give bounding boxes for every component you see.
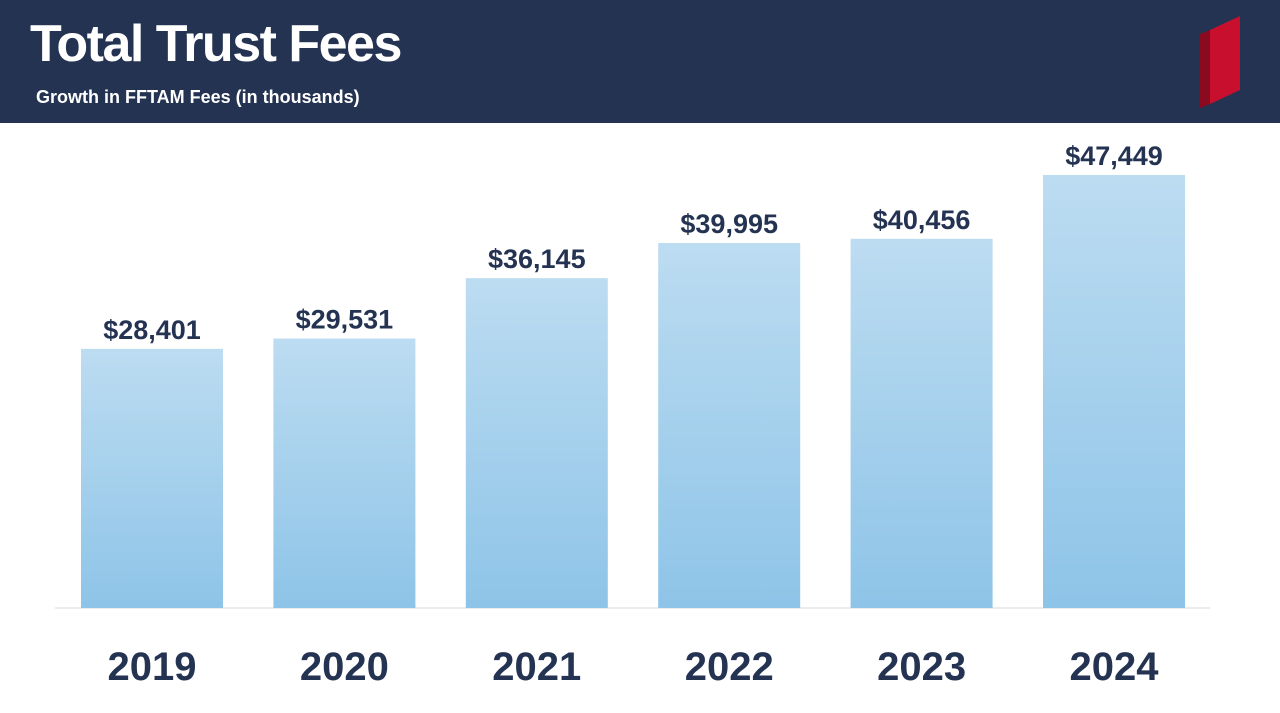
page-subtitle: Growth in FFTAM Fees (in thousands) (36, 87, 360, 107)
logo-main-shape (1210, 16, 1240, 104)
bar-2022 (658, 243, 801, 608)
bar-value-label-2023: $40,456 (873, 205, 971, 235)
bar-value-label-2020: $29,531 (296, 305, 394, 335)
x-tick-label-2023: 2023 (877, 645, 966, 689)
page-title: Total Trust Fees (30, 15, 402, 73)
bar-2024 (1043, 175, 1185, 608)
logo-side-shape (1200, 30, 1210, 108)
x-tick-label-2019: 2019 (108, 645, 197, 689)
bar-2023 (850, 238, 993, 608)
x-tick-label-2024: 2024 (1070, 645, 1160, 689)
bar-value-label-2024: $47,449 (1065, 141, 1163, 171)
bar-chart: $28,401 2019 $29,531 2020 $36,145 2021 $39,995… (55, 141, 1210, 689)
bar-value-label-2022: $39,995 (680, 209, 778, 239)
x-tick-label-2020: 2020 (300, 645, 389, 689)
x-tick-label-2022: 2022 (685, 645, 774, 689)
bar-value-label-2019: $28,401 (103, 315, 201, 345)
x-tick-label-2021: 2021 (492, 645, 581, 689)
bar-2021 (465, 278, 608, 608)
bar-value-label-2021: $36,145 (488, 244, 586, 274)
company-logo-icon (1200, 16, 1240, 108)
bar-2019 (81, 348, 223, 608)
header-banner: Total Trust Fees Growth in FFTAM Fees (i… (0, 0, 1280, 123)
bar-2020 (273, 338, 416, 608)
